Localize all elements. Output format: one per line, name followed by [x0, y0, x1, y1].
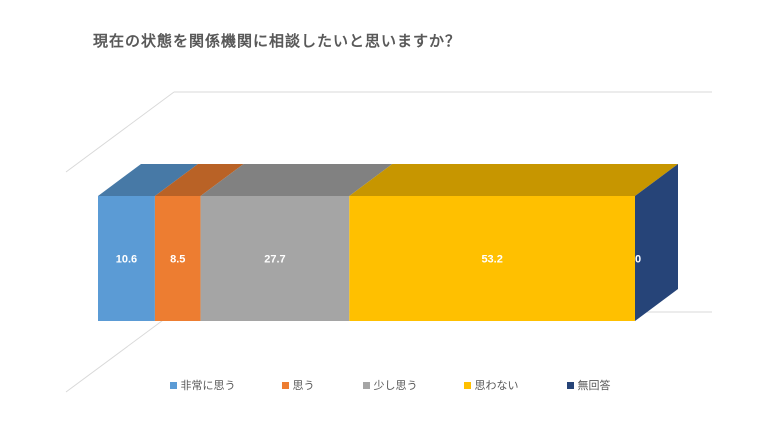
- bar-segments: [98, 164, 678, 321]
- legend-label: 無回答: [577, 379, 611, 392]
- legend: 非常に思う 思う 少し思う 思わない 無回答: [0, 377, 780, 393]
- data-label: 53.2: [481, 254, 502, 266]
- legend-swatch: [566, 381, 574, 389]
- segment-3-front: [349, 196, 635, 321]
- legend-label: 非常に思う: [180, 379, 236, 392]
- floor-line: [65, 91, 175, 173]
- legend-item: 無回答: [566, 377, 611, 393]
- data-label: 0: [635, 254, 641, 266]
- legend-label: 思う: [292, 379, 315, 392]
- legend-swatch: [169, 381, 177, 389]
- data-labels: 10.6 8.5 27.7 53.2 0: [116, 254, 641, 266]
- segment-1-top: [154, 164, 244, 196]
- segment-1-front: [154, 196, 201, 321]
- chart-title: 現在の状態を関係機関に相談したいと思いますか？: [93, 32, 462, 50]
- legend-swatch: [281, 381, 289, 389]
- data-label: 10.6: [116, 254, 137, 266]
- legend-label: 思わない: [474, 379, 519, 392]
- legend-label: 少し思う: [373, 379, 418, 392]
- segment-3-top: [349, 164, 678, 196]
- floor-line: [65, 311, 175, 393]
- legend-item: 思う: [281, 377, 315, 393]
- legend-item: 非常に思う: [169, 377, 236, 393]
- data-label: 27.7: [264, 254, 285, 266]
- legend-swatch: [463, 381, 471, 389]
- segment-0-top: [98, 164, 198, 196]
- legend-item: 少し思う: [362, 377, 418, 393]
- segment-0-front: [98, 196, 155, 321]
- segment-2-top: [200, 164, 393, 196]
- segment-2-front: [200, 196, 350, 321]
- legend-item: 思わない: [463, 377, 519, 393]
- legend-swatch: [362, 381, 370, 389]
- stack-side-face: [635, 164, 678, 321]
- data-label: 8.5: [170, 254, 185, 266]
